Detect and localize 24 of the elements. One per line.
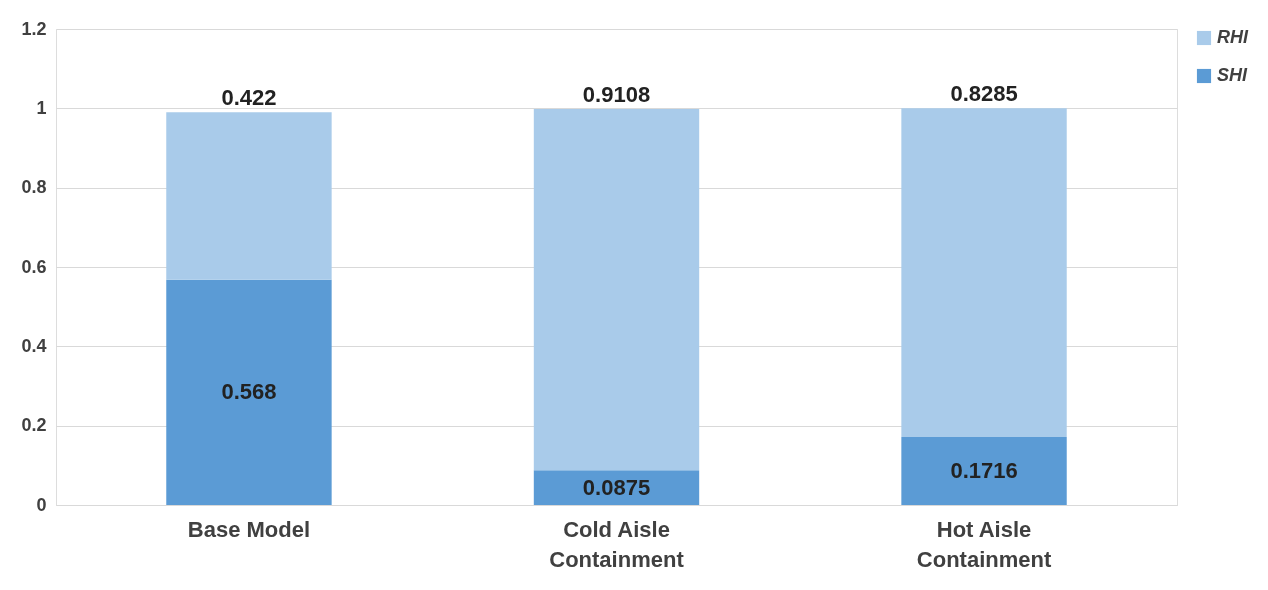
bar <box>901 108 1067 437</box>
data-label: 0.1716 <box>950 457 1018 483</box>
data-label: 0.8285 <box>950 81 1018 107</box>
data-label: 0.9108 <box>582 82 651 108</box>
y-tick-label: 0.6 <box>21 256 47 277</box>
x-tick-label: Hot Aisle Containment <box>916 516 1052 572</box>
bar <box>166 279 332 505</box>
bar <box>901 436 1067 505</box>
legend-label: SHI <box>1217 65 1248 85</box>
legend-label: RHI <box>1217 27 1249 47</box>
y-tick-label: 0.2 <box>21 415 47 436</box>
y-tick-label: 0.4 <box>21 335 47 356</box>
y-tick-label: 1 <box>36 97 47 118</box>
data-label: 0.568 <box>221 379 277 405</box>
data-label: 0.0875 <box>582 474 651 500</box>
bar <box>533 470 700 505</box>
x-tick-label: Base Model <box>187 516 311 542</box>
data-label: 0.422 <box>221 85 277 111</box>
bar <box>166 112 332 280</box>
y-tick-label: 1.2 <box>21 18 47 39</box>
bar <box>533 109 700 471</box>
x-tick-label: Cold Aisle Containment <box>549 516 685 572</box>
y-tick-label: 0 <box>36 494 47 515</box>
y-tick-label: 0.8 <box>21 177 47 198</box>
